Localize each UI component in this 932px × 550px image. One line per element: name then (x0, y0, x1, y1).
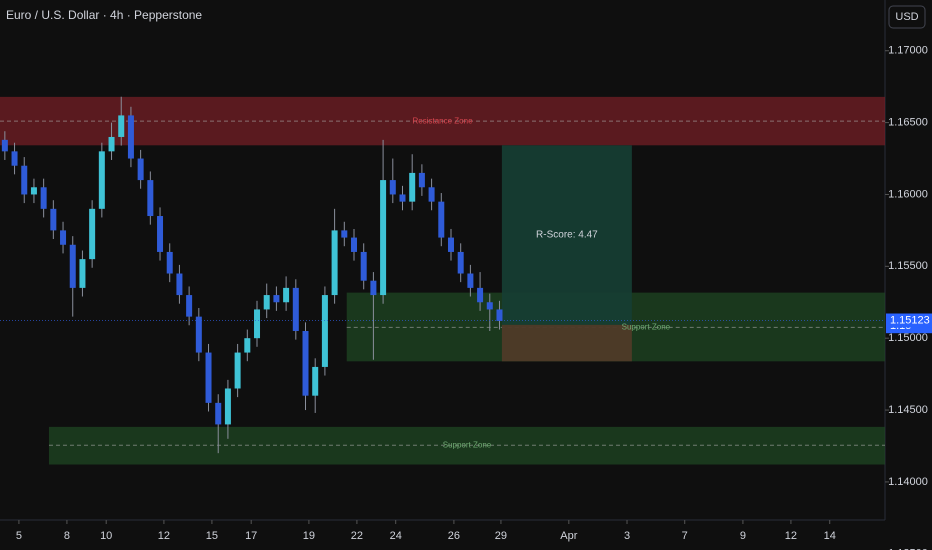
y-tick-label: 1.13500 (888, 548, 928, 550)
x-tick-label: 5 (16, 530, 22, 542)
zone-label: Support Zone (622, 323, 671, 332)
candle-body (389, 180, 396, 195)
x-tick-label: 14 (824, 530, 836, 542)
candle-body (312, 366, 319, 396)
position-loss (501, 324, 632, 362)
y-tick-label: 1.15000 (888, 332, 928, 344)
candle-body (40, 187, 47, 209)
candle-body (224, 388, 231, 425)
x-tick-label: 3 (624, 530, 630, 542)
candle-body (418, 172, 425, 188)
candle-body (447, 237, 454, 252)
candle-body (157, 216, 164, 252)
candle-body (137, 158, 144, 181)
candle-body (283, 287, 290, 303)
candle-body (195, 316, 202, 353)
x-tick-label: 7 (682, 530, 688, 542)
candle-body (273, 295, 280, 303)
candle-body (341, 230, 348, 238)
candle-body (108, 136, 115, 152)
candle-body (496, 309, 503, 321)
x-tick-label: Apr (560, 530, 577, 542)
candle-body (234, 352, 241, 389)
price-tag (886, 313, 932, 328)
candle-body (127, 115, 134, 159)
candle-body (176, 273, 183, 296)
candle-body (98, 151, 105, 209)
x-tick-label: 19 (303, 530, 315, 542)
x-tick-label: 12 (785, 530, 797, 542)
x-tick-label: 8 (64, 530, 70, 542)
y-tick-label: 1.14000 (888, 476, 928, 488)
candle-body (370, 280, 377, 296)
candle-body (215, 402, 222, 425)
candle-body (486, 302, 493, 310)
zone-label: Resistance Zone (412, 116, 473, 125)
candle-body (428, 187, 435, 202)
y-tick-label: 1.16500 (888, 117, 928, 129)
x-tick-label: 17 (245, 530, 257, 542)
y-tick-label: 1.17000 (888, 45, 928, 57)
currency-label[interactable]: USD (895, 11, 918, 23)
candle-body (399, 194, 406, 202)
candle-body (79, 259, 86, 288)
price-tag-label: 1.15123 (890, 314, 930, 326)
candle-body (360, 251, 367, 281)
candle-body (118, 115, 125, 137)
candle-body (467, 273, 474, 288)
x-tick-label: 9 (740, 530, 746, 542)
candle-body (69, 244, 76, 288)
zone-label: Support Zone (443, 440, 492, 449)
x-tick-label: 22 (351, 530, 363, 542)
candle-body (89, 208, 96, 260)
y-tick-label: 1.15500 (888, 260, 928, 272)
candle-body (186, 295, 193, 317)
x-tick-label: 26 (448, 530, 460, 542)
candle-body (11, 151, 18, 166)
candle-body (166, 251, 173, 274)
candle-body (409, 172, 416, 202)
position-label: R-Score: 4.47 (536, 230, 598, 241)
candle-body (30, 187, 37, 195)
x-tick-label: 12 (158, 530, 170, 542)
candle-body (457, 251, 464, 274)
candle-body (147, 180, 154, 217)
candle-body (351, 237, 357, 252)
candle-body (321, 295, 328, 367)
candle-body (438, 201, 445, 238)
candle-body (302, 331, 309, 396)
candle-body (254, 309, 261, 339)
position-profit (501, 145, 632, 325)
candle-body (205, 352, 212, 403)
candle-body (50, 208, 57, 231)
candle-body (380, 180, 387, 296)
candle-body (477, 287, 484, 303)
candle-body (60, 230, 67, 245)
y-tick-label: 1.16000 (888, 188, 928, 200)
y-tick-label: 1.14500 (888, 404, 928, 416)
candle-body (263, 295, 270, 310)
x-tick-label: 29 (495, 530, 507, 542)
candle-body (21, 165, 28, 195)
currency-button[interactable] (888, 5, 926, 29)
x-tick-label: 10 (100, 530, 112, 542)
candle-body (331, 230, 338, 296)
candle-body (292, 287, 299, 332)
x-tick-label: 24 (390, 530, 402, 542)
chart-title: Euro / U.S. Dollar · 4h · Pepperstone (6, 8, 202, 22)
x-tick-label: 15 (206, 530, 218, 542)
candle-body (1, 139, 8, 152)
candle-body (244, 338, 251, 353)
